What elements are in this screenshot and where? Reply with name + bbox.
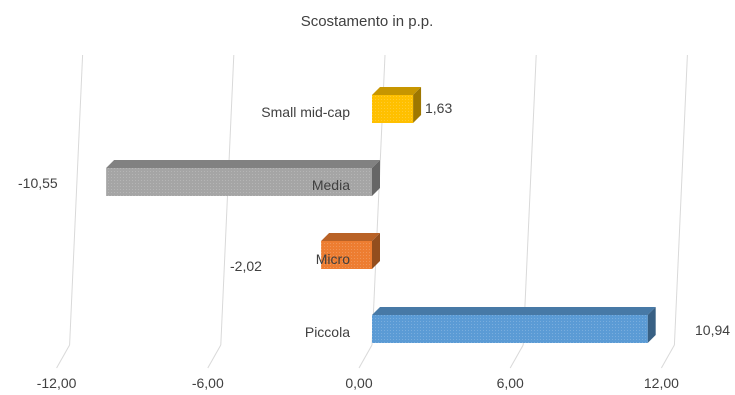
bar-side-face	[413, 87, 422, 123]
bar	[372, 307, 656, 343]
data-label: -10,55	[18, 175, 58, 191]
category-label: Piccola	[305, 324, 350, 340]
x-tick-label: 0,00	[345, 375, 372, 391]
bar-top-face	[321, 233, 380, 241]
bars	[106, 87, 656, 343]
bar-texture	[372, 315, 648, 343]
bar-top-face	[106, 160, 380, 168]
bar	[372, 87, 422, 123]
gridline	[220, 54, 235, 346]
gridline-floor	[660, 344, 675, 369]
bar-side-face	[372, 160, 380, 196]
x-tick-label: -12,00	[37, 375, 77, 391]
data-label: 10,94	[695, 322, 730, 338]
chart-title: Scostamento in p.p.	[301, 13, 434, 30]
bar-texture	[372, 95, 414, 123]
category-label: Micro	[316, 251, 350, 267]
x-axis-ticks: -12,00 -6,00 0,00 6,00 12,00	[37, 375, 679, 391]
data-labels: 1,63 -10,55 -2,02 10,94	[18, 100, 730, 338]
bar-texture	[106, 168, 372, 196]
bar	[106, 160, 380, 196]
data-label: 1,63	[425, 100, 452, 116]
gridline	[522, 54, 537, 346]
category-labels: Small mid-cap Media Micro Piccola	[261, 104, 350, 340]
gridline-floor	[207, 344, 222, 369]
bar-top-face	[372, 87, 422, 95]
data-label: -2,02	[230, 258, 262, 274]
gridline-floor	[509, 344, 524, 369]
x-tick-label: -6,00	[192, 375, 224, 391]
bar-texture	[321, 241, 372, 269]
bar-side-face	[372, 233, 380, 269]
gridline	[673, 54, 688, 346]
category-label: Media	[312, 177, 350, 193]
category-label: Small mid-cap	[261, 104, 350, 120]
bar-top-face	[372, 307, 656, 315]
gridline-floor	[56, 344, 71, 369]
x-tick-label: 6,00	[497, 375, 524, 391]
gridlines	[56, 54, 688, 369]
gridline-floor	[358, 344, 373, 369]
bar-side-face	[647, 307, 656, 343]
bar	[321, 233, 380, 269]
x-tick-label: 12,00	[644, 375, 679, 391]
gridline	[69, 54, 84, 346]
